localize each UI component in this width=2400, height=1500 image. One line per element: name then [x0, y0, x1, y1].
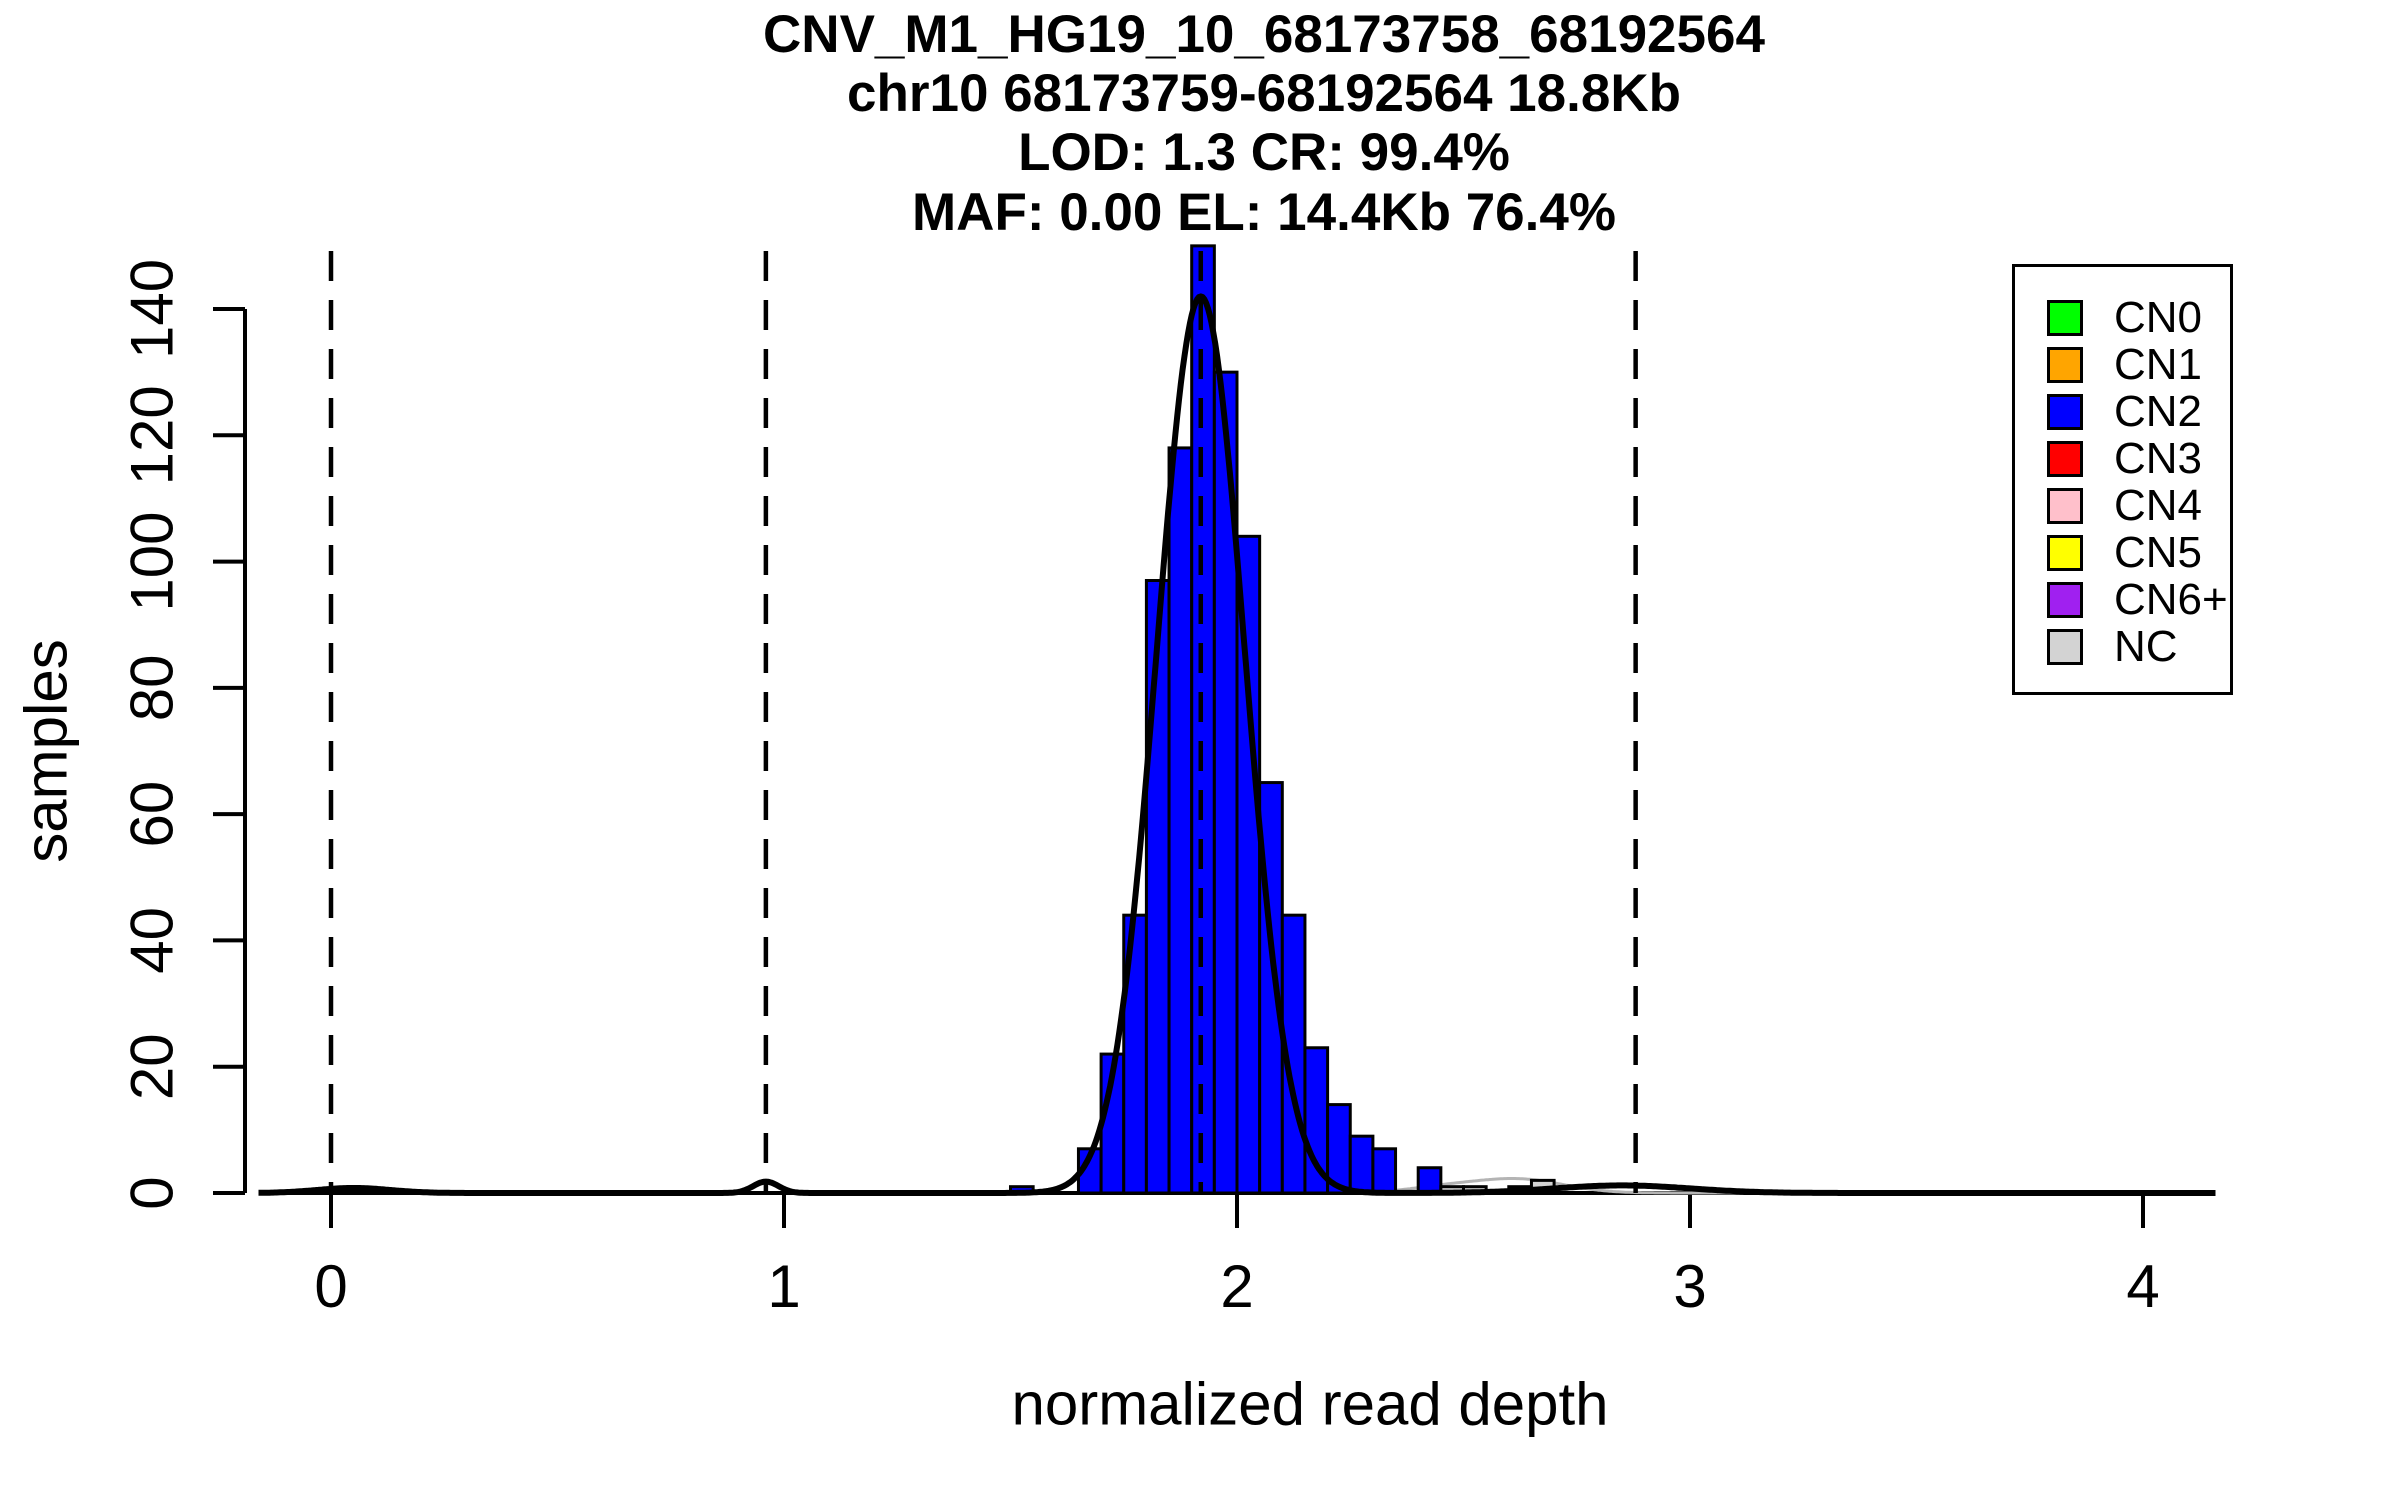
- y-tick-label-120: 120: [119, 385, 186, 485]
- legend-swatch-cn2: [2047, 393, 2083, 430]
- legend-label-cn6plus: CN6+: [2114, 575, 2228, 624]
- x-tick-label-2: 2: [1220, 1253, 1253, 1320]
- legend-box: CN0 CN1 CN2 CN3 CN4 CN5 CN6+ NC: [2012, 264, 2233, 695]
- legend-item-cn4: CN4: [2015, 482, 2230, 529]
- legend-item-cn5: CN5: [2015, 529, 2230, 576]
- y-tick-label-0: 0: [119, 1176, 186, 1209]
- histogram-bar-cn2-2.3: [1371, 1147, 1398, 1195]
- title-line-4: MAF: 0.00 EL: 14.4Kb 76.4%: [912, 183, 1616, 242]
- legend-swatch-cn1: [2047, 346, 2083, 383]
- legend-swatch-nc: [2047, 628, 2083, 665]
- legend-item-cn0: CN0: [2015, 294, 2230, 341]
- y-tick-label-80: 80: [119, 654, 186, 721]
- legend-item-cn6plus: CN6+: [2015, 576, 2230, 623]
- x-tick-label-0: 0: [314, 1253, 347, 1320]
- density-fit-curve: [257, 293, 2217, 1196]
- legend-swatch-cn4: [2047, 487, 2083, 524]
- histogram-bar-cn2-1.85: [1167, 446, 1194, 1195]
- title-line-3: LOD: 1.3 CR: 99.4%: [1018, 123, 1510, 182]
- legend-label-cn4: CN4: [2114, 481, 2203, 530]
- legend-item-cn1: CN1: [2015, 341, 2230, 388]
- legend-swatch-cn3: [2047, 440, 2083, 477]
- legend-item-nc: NC: [2015, 623, 2230, 670]
- legend-item-cn2: CN2: [2015, 388, 2230, 435]
- legend-swatch-cn6plus: [2047, 581, 2083, 618]
- histogram-bar-cn2-2: [1235, 534, 1262, 1195]
- legend-label-nc: NC: [2114, 622, 2178, 671]
- y-tick-label-100: 100: [119, 512, 186, 612]
- x-axis-label: normalized read depth: [1011, 1370, 1609, 1438]
- legend-swatch-cn0: [2047, 299, 2083, 336]
- histogram-bar-cn2-1.9: [1190, 244, 1216, 1195]
- y-tick-label-60: 60: [119, 781, 186, 848]
- legend-swatch-cn5: [2047, 534, 2083, 571]
- y-tick-label-40: 40: [119, 907, 186, 974]
- legend-label-cn0: CN0: [2114, 293, 2203, 342]
- legend-item-cn3: CN3: [2015, 435, 2230, 482]
- y-tick-label-140: 140: [119, 259, 186, 359]
- x-tick-label-3: 3: [1673, 1253, 1706, 1320]
- legend-label-cn5: CN5: [2114, 528, 2203, 577]
- legend-label-cn1: CN1: [2114, 340, 2203, 389]
- y-tick-label-20: 20: [119, 1033, 186, 1100]
- histogram-bar-cn2-2.25: [1348, 1134, 1375, 1195]
- title-line-1: CNV_M1_HG19_10_68173758_68192564: [763, 5, 1765, 64]
- legend-label-cn3: CN3: [2114, 434, 2203, 483]
- histogram-bar-cn2-2.4: [1416, 1166, 1443, 1195]
- x-tick-label-1: 1: [767, 1253, 800, 1320]
- legend-label-cn2: CN2: [2114, 387, 2203, 436]
- title-line-2: chr10 68173759-68192564 18.8Kb: [847, 64, 1681, 123]
- x-tick-label-4: 4: [2126, 1253, 2159, 1320]
